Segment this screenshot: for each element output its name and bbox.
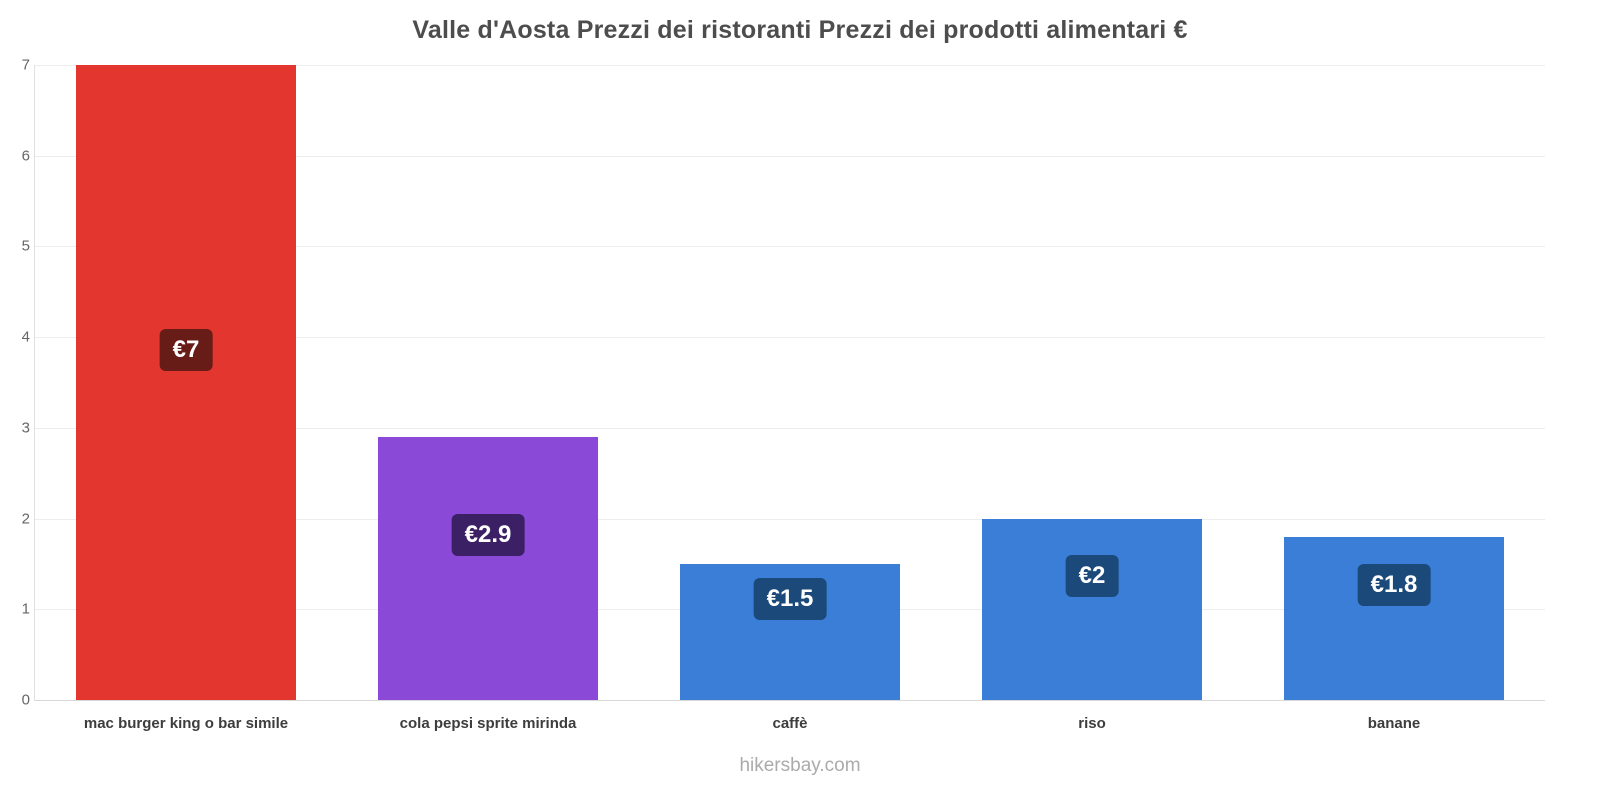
y-tick-label: 3 [21, 419, 30, 437]
bar-value-badge: €7 [159, 328, 213, 371]
bar-value-badge: €2 [1065, 555, 1119, 598]
x-axis-label: banane [1367, 715, 1421, 732]
y-tick-label: 0 [21, 691, 30, 709]
gridline [35, 155, 1545, 157]
gridline [35, 337, 1545, 339]
bar-1[interactable] [76, 65, 296, 700]
x-axis-label: caffè [772, 715, 808, 732]
footer-watermark: hikersbay.com [739, 755, 861, 776]
bar-4[interactable] [982, 518, 1202, 700]
chart-title: Valle d'Aosta Prezzi dei ristoranti Prez… [412, 16, 1188, 44]
y-tick-label: 1 [21, 600, 30, 618]
bar-2[interactable] [378, 436, 598, 700]
bar-value-badge: €2.9 [451, 514, 525, 557]
x-axis-label: riso [1078, 715, 1106, 732]
y-tick-label: 4 [21, 328, 30, 346]
gridline [35, 518, 1545, 520]
bar-value-badge: €1.5 [753, 577, 827, 620]
gridline [35, 427, 1545, 429]
y-axis-line [34, 65, 35, 701]
bar-5[interactable] [1284, 536, 1504, 700]
gridline [35, 65, 1545, 66]
x-axis-label: mac burger king o bar simile [83, 715, 289, 732]
gridline [35, 246, 1545, 248]
gridline [35, 700, 1545, 701]
y-tick-label: 5 [21, 237, 30, 255]
y-tick-label: 2 [21, 510, 30, 528]
bar-value-badge: €1.8 [1357, 564, 1431, 607]
y-tick-label: 6 [21, 147, 30, 165]
y-tick-label: 7 [21, 56, 30, 74]
x-axis-label: cola pepsi sprite mirinda [399, 715, 577, 732]
